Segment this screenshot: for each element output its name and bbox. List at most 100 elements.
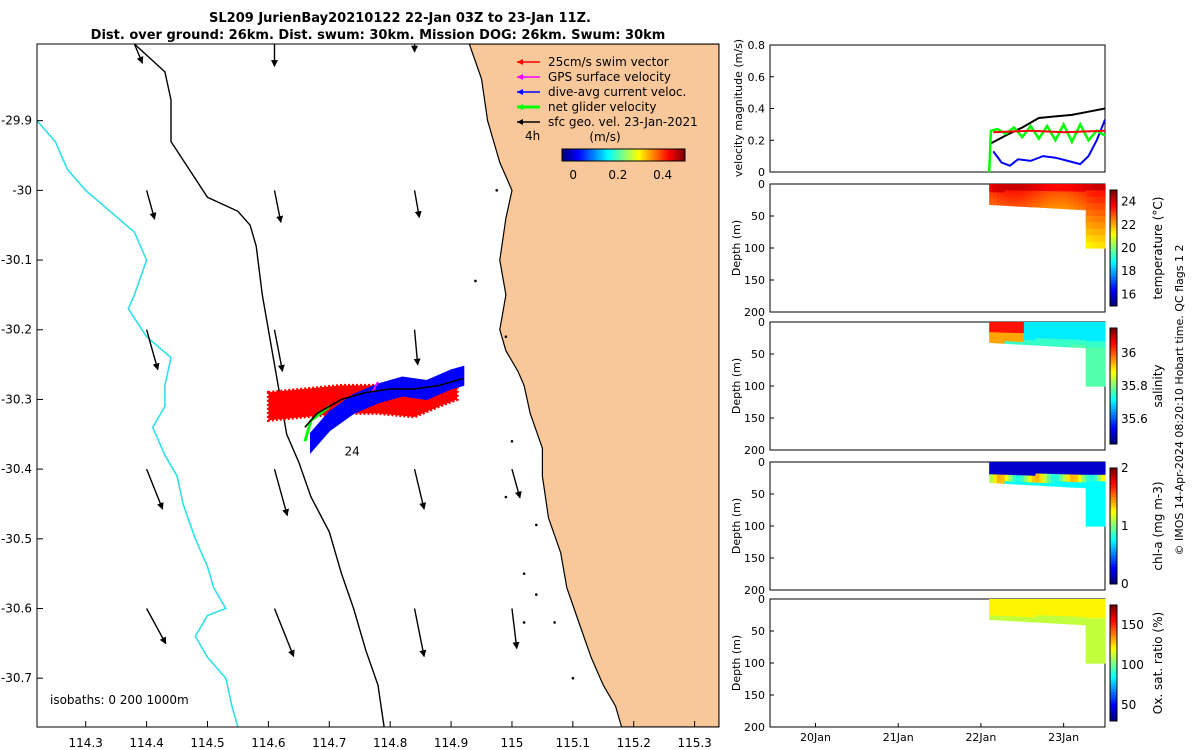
temperature-cell	[1066, 206, 1071, 210]
oxygen-cell	[1004, 605, 1010, 609]
chla-cell	[993, 470, 998, 473]
oxygen-cell	[1070, 604, 1075, 608]
temperature-cell	[1085, 203, 1091, 211]
temperature-cell	[1089, 216, 1095, 223]
oxygen-cell	[1008, 601, 1013, 604]
map-x-tick-label: 115.2	[617, 736, 651, 750]
oxygen-cell	[1074, 614, 1079, 618]
oxygen-cell	[1074, 611, 1079, 615]
chla-colorbar-cell	[1110, 476, 1117, 481]
temperature-cell	[1054, 196, 1060, 200]
salinity-cell	[1093, 354, 1098, 361]
salinity-cell	[1023, 339, 1029, 343]
chla-cell	[1054, 471, 1060, 475]
chla-cell	[989, 480, 994, 483]
temperature-cell	[996, 200, 1002, 204]
temperature-cell	[989, 188, 994, 191]
oxygen-cell	[1016, 614, 1021, 618]
temperature-cell	[1070, 186, 1075, 190]
temperature-cell	[989, 190, 994, 193]
salinity-cell	[1031, 324, 1037, 328]
chla-cell	[1027, 471, 1033, 474]
chla-cell	[1023, 473, 1029, 476]
oxygen-cell	[1074, 604, 1079, 608]
map-x-tick-label: 115.1	[556, 736, 590, 750]
temperature-cell	[1074, 196, 1079, 200]
salinity-cell	[1004, 336, 1010, 340]
salinity-cell	[1004, 322, 1010, 325]
chla-cell	[1004, 462, 1010, 465]
temperature-cell	[989, 194, 994, 197]
velocity-y-tick-label: 0.6	[748, 71, 766, 84]
chla-cell	[1081, 469, 1087, 473]
temperature-cell	[1031, 200, 1037, 203]
salinity-cell	[1023, 326, 1029, 330]
salinity-cell	[996, 340, 1002, 344]
temperature-cell	[1085, 190, 1091, 198]
temperature-colorbar-cell	[1110, 242, 1117, 246]
salinity-cell	[1023, 328, 1029, 332]
temperature-colorbar-cell	[1110, 233, 1117, 237]
temperature-cell	[1051, 191, 1056, 195]
temperature-cell	[1027, 197, 1033, 201]
salinity-cell	[1012, 341, 1017, 345]
oxygen-cell	[1074, 599, 1079, 603]
colorbar-cell	[648, 149, 651, 161]
oxygen-cell	[1062, 606, 1067, 610]
salinity-cell	[1012, 335, 1017, 338]
temperature-cell	[1101, 184, 1106, 191]
chla-cell	[1074, 464, 1079, 468]
colorbar-cell	[652, 149, 655, 161]
salinity-cell	[1081, 345, 1087, 349]
salinity-cell	[1097, 341, 1102, 349]
colorbar-unit: (m/s)	[589, 130, 620, 144]
chla-colorbar-tick-label: 0	[1121, 577, 1129, 591]
salinity-cell	[1051, 341, 1056, 345]
island-8	[553, 621, 556, 624]
colorbar-tick-label: 0.4	[653, 168, 672, 182]
salinity-cell	[1062, 331, 1067, 335]
salinity-cell	[1054, 322, 1060, 325]
salinity-cell	[1023, 333, 1029, 336]
salinity-cell	[1020, 333, 1025, 336]
salinity-cell	[1081, 339, 1087, 344]
chla-cell	[1058, 481, 1064, 485]
chla-cell	[1058, 479, 1064, 482]
chla-cell	[1085, 474, 1091, 482]
temperature-colorbar-cell	[1110, 204, 1117, 208]
oxygen-cell	[1078, 609, 1083, 613]
legend-swatch-head	[517, 119, 523, 125]
oxygen-cell	[1097, 624, 1102, 632]
oxygen-cell	[1016, 612, 1021, 615]
oxygen-cell	[1000, 618, 1006, 621]
chla-cell	[1093, 500, 1098, 508]
chla-cell	[1101, 487, 1106, 495]
oxygen-cell	[1093, 618, 1098, 626]
temperature-cell	[1093, 222, 1098, 230]
chla-colorbar-cell	[1110, 572, 1117, 576]
chla-cell	[1023, 466, 1029, 470]
chla-cell	[1085, 487, 1091, 495]
colorbar-cell	[600, 149, 604, 161]
colorbar-cell	[662, 149, 665, 161]
oxygen-ylabel: Depth (m)	[730, 635, 743, 691]
salinity-cell	[1101, 360, 1106, 368]
chla-cell	[1085, 500, 1091, 508]
oxygen-cell	[1047, 615, 1052, 619]
chla-cell	[1085, 513, 1091, 521]
temperature-cell	[1043, 188, 1048, 192]
salinity-cell	[1008, 324, 1013, 327]
chla-cell	[1012, 475, 1017, 478]
chla-colorbar-cell	[1110, 491, 1117, 495]
chla-cell	[1074, 462, 1079, 466]
salinity-colorbar-cell	[1110, 423, 1117, 428]
temperature-cell	[989, 196, 994, 199]
current-vector-9	[145, 468, 164, 510]
colorbar-cell	[631, 149, 635, 161]
colorbar-cell	[676, 149, 680, 161]
salinity-colorbar-cell	[1110, 417, 1117, 422]
salinity-cell	[1054, 324, 1060, 328]
salinity-cell	[1101, 366, 1106, 374]
current-vector-14	[273, 608, 295, 658]
